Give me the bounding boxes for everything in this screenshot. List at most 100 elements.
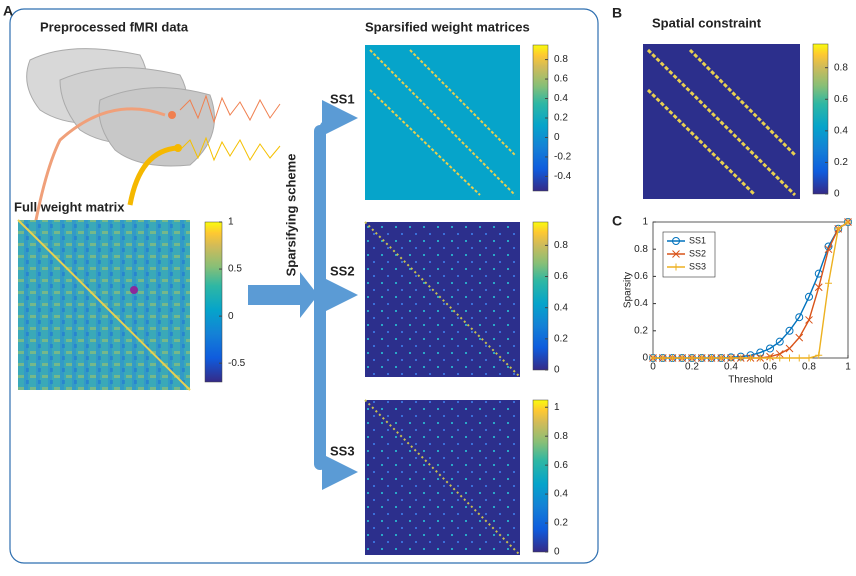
matrix-bands [646, 48, 797, 197]
colorbar-tick-label: 0.6 [554, 74, 568, 85]
legend-label: SS3 [689, 261, 706, 271]
legend-label: SS2 [689, 248, 706, 258]
matrix-diagonal [364, 399, 521, 556]
marker [698, 354, 706, 362]
marker [844, 218, 852, 226]
colorbar-tick-label: 0.2 [554, 113, 568, 124]
marker [766, 344, 774, 353]
marker [688, 354, 696, 362]
colorbar-tick-label: 0 [228, 311, 234, 322]
colorbar [532, 221, 549, 371]
colorbar-tick-label: 0.6 [554, 460, 568, 471]
marker [805, 354, 813, 362]
colorbar-tick-label: 0.8 [554, 240, 568, 251]
x-tick-label: 1 [845, 362, 851, 373]
colorbar-tick-label: 0.5 [228, 264, 242, 275]
marker [669, 354, 676, 362]
scheme-name: SS2 [330, 263, 355, 278]
marker [717, 354, 725, 362]
marker [814, 283, 823, 292]
marker [795, 333, 804, 342]
matrix-bands [369, 49, 516, 196]
colorbar-tick-label: -0.2 [554, 152, 572, 163]
marker [786, 354, 793, 362]
marker [795, 354, 803, 362]
marker [737, 354, 745, 362]
x-tick-label: 0 [650, 362, 656, 373]
title: Preprocessed fMRI data [40, 19, 189, 34]
marker [805, 316, 813, 324]
panel-frame [9, 8, 599, 564]
highlight-dot [130, 286, 138, 294]
marker [785, 326, 794, 335]
colorbar-tick-label: 1 [554, 402, 560, 413]
marker [678, 354, 686, 362]
panel-label: C [612, 213, 622, 229]
colorbar-tick-label: 0.8 [554, 54, 568, 65]
marker [672, 237, 680, 245]
matrix-diagonal [17, 219, 191, 391]
marker [775, 350, 784, 358]
colorbar-tick-label: 0.2 [554, 333, 568, 344]
marker [747, 354, 754, 362]
marker [834, 225, 842, 233]
colorbar-tick-label: 0.8 [834, 62, 848, 73]
colorbar-tick-label: -0.5 [228, 358, 246, 369]
marker [672, 263, 680, 271]
y-tick-label: 0.4 [634, 298, 648, 309]
colorbar-tick-label: 0 [554, 547, 560, 558]
title: Spatial constraint [652, 15, 762, 30]
colorbar [204, 221, 223, 383]
panel-label: B [612, 5, 622, 21]
colorbar-tick-label: 0.4 [834, 125, 848, 136]
x-tick-label: 0.8 [802, 362, 816, 373]
marker [766, 354, 774, 362]
colorbar-tick-label: 0 [554, 132, 560, 143]
marker [824, 245, 833, 254]
marker [825, 279, 832, 287]
colorbar-tick-label: 0.8 [554, 431, 568, 442]
x-tick-label: 0.4 [724, 362, 738, 373]
marker [708, 354, 715, 362]
x-axis-label: Threshold [728, 375, 772, 386]
marker [776, 354, 784, 362]
colorbar-tick-label: 0.6 [554, 271, 568, 282]
marker [795, 313, 804, 322]
marker [805, 292, 813, 301]
marker [785, 344, 794, 353]
colorbar-tick-label: 0.2 [554, 518, 568, 529]
y-tick-label: 0.6 [634, 271, 648, 282]
colorbar-tick-label: 0 [834, 189, 840, 200]
matrix-diagonal [364, 221, 521, 378]
colorbar-tick-label: -0.4 [554, 171, 572, 182]
y-tick-label: 0 [642, 353, 648, 364]
colorbar-tick-label: 0.6 [834, 94, 848, 105]
y-axis-label: Sparsity [623, 272, 634, 308]
legend-label: SS1 [689, 235, 706, 245]
y-tick-label: 1 [642, 217, 648, 228]
colorbar-tick-label: 0 [554, 365, 560, 376]
marker [756, 354, 764, 362]
colorbar [532, 399, 549, 553]
marker [727, 354, 735, 362]
scheme-label: Sparsifying scheme [283, 154, 298, 277]
y-tick-label: 0.8 [634, 244, 648, 255]
marker [815, 351, 823, 359]
title: Full weight matrix [14, 199, 125, 214]
colorbar-tick-label: 0.4 [554, 302, 568, 313]
scheme-arrows [248, 100, 358, 490]
title: Sparsified weight matrices [365, 19, 530, 34]
colorbar-tick-label: 0.4 [554, 489, 568, 500]
marker [775, 337, 784, 346]
colorbar-tick-label: 0.2 [834, 157, 848, 168]
scheme-name: SS3 [330, 443, 355, 458]
x-tick-label: 0.2 [685, 362, 699, 373]
scheme-name: SS1 [330, 91, 355, 106]
marker [672, 250, 680, 258]
panel-label: A [3, 3, 13, 19]
x-tick-label: 0.6 [763, 362, 777, 373]
colorbar-tick-label: 1 [228, 217, 234, 228]
y-tick-label: 0.2 [634, 325, 648, 336]
marker [659, 354, 667, 362]
